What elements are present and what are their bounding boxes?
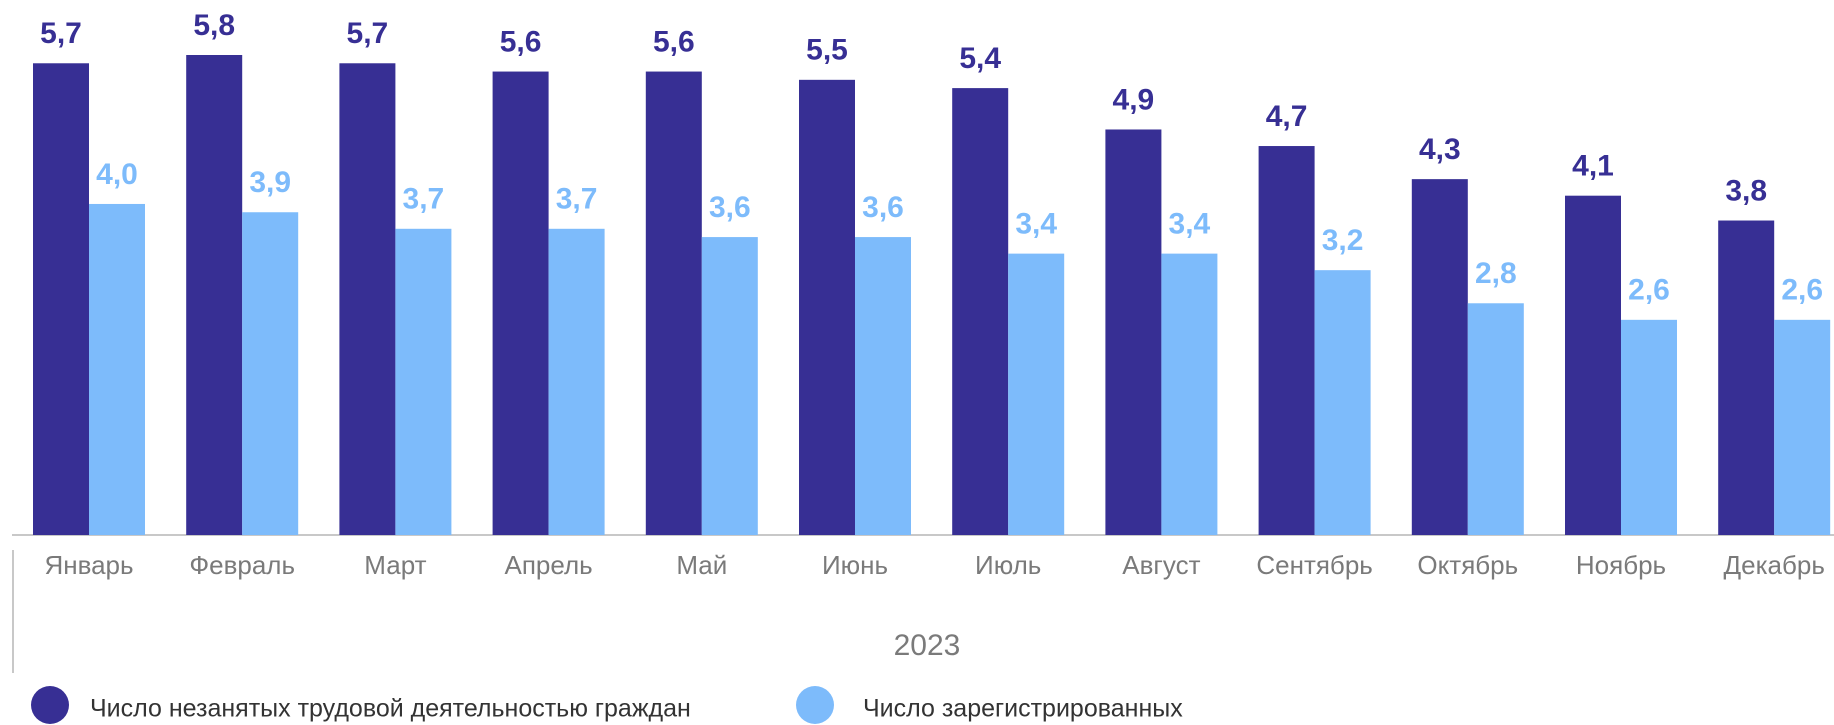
value-label: 3,7 (556, 183, 598, 216)
value-label: 5,4 (959, 42, 1001, 75)
value-label: 4,3 (1419, 133, 1461, 166)
bar (339, 63, 396, 535)
x-tick-label: Октябрь (1417, 550, 1518, 580)
bar (492, 71, 549, 535)
x-tick-label: Ноябрь (1576, 550, 1666, 580)
bar (645, 71, 702, 535)
bar (1565, 195, 1621, 536)
x-tick-label: Февраль (189, 550, 295, 580)
value-label: 3,8 (1725, 174, 1767, 207)
value-label: 5,8 (193, 9, 235, 42)
bar (242, 212, 299, 535)
bar (952, 88, 1009, 535)
value-label: 3,6 (709, 191, 751, 224)
x-tick-label: Май (676, 550, 727, 580)
bar (701, 237, 758, 535)
value-label: 4,9 (1113, 83, 1155, 116)
bar (186, 55, 243, 535)
bar (1411, 179, 1468, 535)
bar (1258, 146, 1315, 535)
bar (1621, 319, 1677, 535)
bar (1774, 319, 1831, 535)
x-tick-label: Июль (975, 550, 1041, 580)
value-label: 5,7 (347, 17, 389, 50)
value-label: 5,7 (40, 17, 82, 50)
bar (1314, 270, 1371, 535)
value-label: 5,5 (806, 34, 848, 67)
value-label: 3,2 (1322, 224, 1364, 257)
x-tick-label: Сентябрь (1256, 550, 1372, 580)
value-label: 4,1 (1572, 150, 1614, 183)
x-tick-label: Июнь (822, 550, 888, 580)
bar (1467, 303, 1524, 535)
value-label: 3,6 (862, 191, 904, 224)
x-tick-label: Август (1122, 550, 1200, 580)
x-tick-label: Апрель (504, 550, 592, 580)
bar (799, 79, 855, 536)
x-tick-label: Декабрь (1724, 550, 1825, 580)
bar (89, 203, 145, 535)
legend-label: Число зарегистрированных (863, 695, 1183, 723)
bar (33, 63, 89, 535)
bar (1718, 220, 1775, 535)
value-label: 3,4 (1169, 208, 1211, 241)
legend-label: Число незанятых трудовой деятельностью г… (90, 695, 691, 723)
x-tick-label: Март (364, 550, 426, 580)
value-label: 2,6 (1781, 274, 1823, 307)
bar (1008, 253, 1065, 535)
bar (548, 228, 605, 536)
legend-swatch (31, 686, 69, 724)
value-label: 2,8 (1475, 257, 1517, 290)
bar (1105, 129, 1162, 535)
x-tick-label: Январь (44, 550, 133, 580)
bar (1161, 253, 1218, 535)
bar (395, 228, 452, 536)
value-label: 5,6 (653, 25, 695, 58)
value-label: 4,7 (1266, 100, 1308, 133)
value-label: 3,9 (249, 166, 291, 199)
legend-swatch (796, 686, 834, 724)
bar (855, 237, 911, 535)
x-axis-label: 2023 (894, 629, 961, 662)
value-label: 5,6 (500, 25, 542, 58)
value-label: 4,0 (96, 158, 138, 191)
value-label: 3,4 (1015, 208, 1057, 241)
value-label: 2,6 (1628, 274, 1670, 307)
value-label: 3,7 (403, 183, 445, 216)
